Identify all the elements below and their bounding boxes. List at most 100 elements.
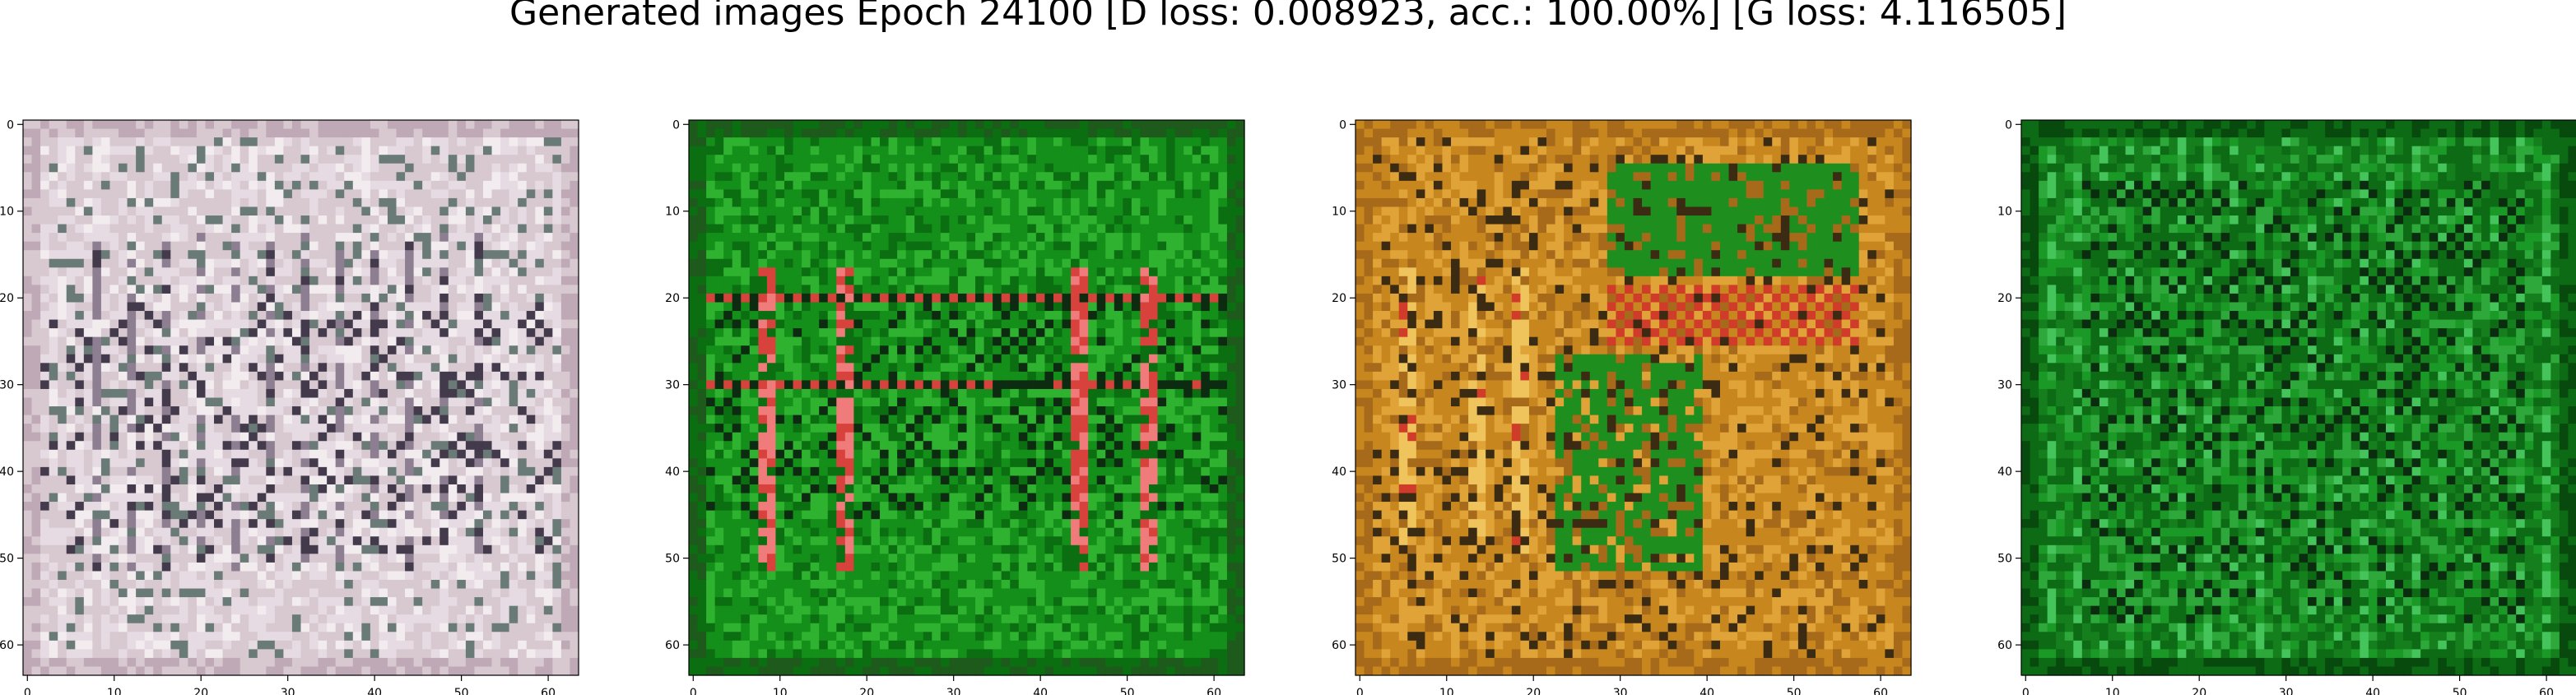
pixel-cell [222, 311, 232, 321]
pixel-cell [457, 527, 467, 537]
pixel-cell [1096, 172, 1106, 182]
pixel-cell [552, 319, 562, 329]
pixel-cell [188, 319, 198, 329]
pixel-cell [1218, 215, 1228, 225]
pixel-cell [482, 510, 493, 520]
pixel-cell [1157, 206, 1167, 216]
pixel-cell [543, 276, 553, 285]
pixel-cell [249, 224, 258, 234]
pixel-cell [518, 311, 528, 321]
pixel-cell [153, 250, 163, 260]
pixel-cell [448, 336, 458, 346]
pixel-cell [266, 666, 276, 676]
pixel-cell [309, 579, 319, 590]
pixel-cell [222, 441, 232, 451]
pixel-cell [361, 441, 371, 451]
pixel-cell [249, 614, 258, 624]
pixel-cell [422, 293, 432, 303]
pixel-cell [100, 250, 111, 260]
pixel-cell [335, 510, 345, 520]
pixel-cell [741, 128, 751, 138]
pixel-cell [266, 554, 276, 563]
pixel-cell [880, 215, 890, 225]
pixel-cell [518, 484, 528, 494]
pixel-cell [396, 397, 406, 407]
pixel-cell [993, 180, 1002, 190]
pixel-cell [518, 415, 528, 424]
pixel-cell [465, 441, 476, 451]
pixel-cell [119, 632, 128, 642]
pixel-cell [75, 597, 85, 607]
pixel-cell [871, 215, 881, 225]
pixel-cell [1114, 128, 1123, 138]
pixel-cell [266, 406, 276, 416]
pixel-cell [274, 250, 285, 260]
pixel-cell [188, 649, 198, 659]
pixel-cell [31, 285, 41, 294]
pixel-cell [448, 328, 458, 338]
pixel-cell [439, 215, 449, 225]
pixel-cell [844, 206, 854, 216]
pixel-cell [170, 449, 180, 459]
pixel-cell [387, 397, 398, 407]
pixel-cell [352, 224, 362, 234]
pixel-cell [732, 146, 742, 155]
pixel-cell [509, 640, 518, 650]
pixel-cell [23, 571, 33, 581]
pixel-cell [482, 163, 493, 173]
pixel-cell [291, 632, 302, 642]
pixel-cell [518, 640, 528, 650]
pixel-cell [439, 614, 449, 624]
pixel-cell [66, 415, 76, 424]
pixel-cell [136, 544, 146, 554]
pixel-cell [231, 666, 241, 676]
pixel-cell [413, 388, 423, 399]
pixel-cell [482, 406, 493, 416]
pixel-cell [784, 215, 794, 225]
pixel-cell [543, 424, 553, 433]
pixel-cell [119, 649, 128, 659]
pixel-cell [1027, 206, 1037, 216]
pixel-cell [23, 371, 33, 382]
pixel-cell [439, 180, 449, 190]
pixel-cell [793, 224, 802, 234]
pixel-cell [500, 163, 510, 173]
pixel-cell [40, 649, 50, 659]
y-tick-label: 60 [0, 639, 14, 652]
pixel-cell [109, 241, 119, 251]
pixel-cell [196, 458, 207, 468]
pixel-cell [422, 588, 432, 598]
pixel-cell [119, 380, 128, 390]
pixel-cell [257, 406, 267, 416]
pixel-cell [75, 605, 85, 615]
pixel-cell [570, 276, 579, 285]
pixel-cell [318, 406, 328, 416]
pixel-cell [819, 206, 829, 216]
pixel-cell [396, 224, 406, 234]
pixel-cell [161, 588, 171, 598]
pixel-cell [136, 640, 146, 650]
pixel-cell [83, 466, 93, 477]
pixel-cell [291, 657, 302, 668]
pixel-cell [361, 197, 371, 208]
pixel-cell [570, 657, 579, 668]
pixel-cell [500, 562, 510, 572]
pixel-cell [239, 224, 249, 234]
pixel-cell [706, 172, 716, 182]
pixel-cell [196, 345, 207, 355]
pixel-cell [413, 458, 423, 468]
pixel-cell [1166, 146, 1176, 155]
pixel-cell [1105, 206, 1115, 216]
pixel-cell [560, 311, 571, 321]
pixel-cell [66, 466, 76, 477]
pixel-cell [309, 120, 319, 130]
pixel-cell [136, 657, 146, 668]
pixel-cell [153, 415, 163, 424]
pixel-cell [205, 137, 215, 147]
pixel-cell [535, 657, 545, 668]
pixel-cell [153, 120, 163, 130]
pixel-cell [92, 579, 102, 590]
pixel-cell [92, 206, 102, 216]
pixel-cell [361, 276, 371, 285]
pixel-cell [1140, 137, 1150, 147]
